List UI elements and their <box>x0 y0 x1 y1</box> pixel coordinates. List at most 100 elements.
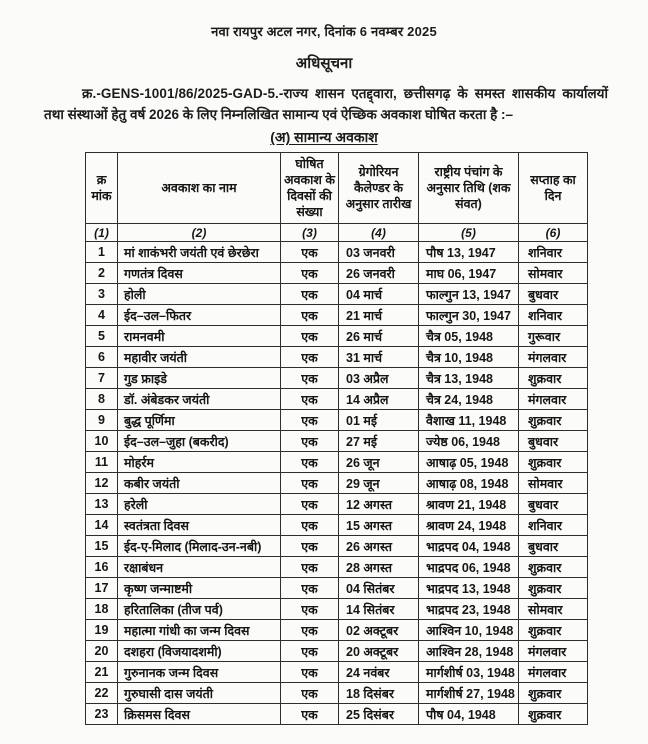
table-cell: 25 दिसंबर <box>338 703 419 725</box>
table-cell: 04 सितंबर <box>338 577 419 599</box>
table-cell: शनिवार <box>518 304 588 326</box>
table-cell: ईद-ए-मिलाद (मिलाद-उन-नबी) <box>117 535 281 557</box>
table-cell: 11 <box>85 451 118 473</box>
table-cell: क्रिसमस दिवस <box>117 703 281 725</box>
table-cell: भाद्रपद 04, 1948 <box>418 535 519 557</box>
table-cell: 31 मार्च <box>338 346 419 368</box>
table-row: 20 दशहरा (विजयादशमी) एक 20 अक्टूबर आश्विन 28… <box>85 640 588 662</box>
table-cell: सोमवार <box>518 262 588 284</box>
table-row: 9 बुद्ध पूर्णिमा एक 01 मई वैशाख 11, 1948 शुक्… <box>85 409 588 431</box>
table-row: 14 स्वतंत्रता दिवस एक 15 अगस्त श्रावण 24, 19… <box>85 514 588 536</box>
column-number: (3) <box>280 223 339 242</box>
table-cell: 6 <box>85 346 118 368</box>
table-cell: ज्येष्ठ 06, 1948 <box>418 430 519 452</box>
table-cell: एक <box>280 556 339 578</box>
table-cell: एक <box>280 409 339 431</box>
table-cell: महावीर जयंती <box>117 346 281 368</box>
table-cell: एक <box>280 388 339 410</box>
table-cell: मंगलवार <box>518 346 588 368</box>
dateline: नवा रायपुर अटल नगर, दिनांक 6 नवम्बर 2025 <box>211 24 437 39</box>
table-cell: 9 <box>85 409 118 431</box>
table-row: 17 कृष्ण जन्माष्टमी एक 04 सितंबर भाद्रपद 13,… <box>85 577 588 599</box>
table-cell: शुक्रवार <box>518 367 588 389</box>
table-cell: कबीर जयंती <box>117 472 281 494</box>
table-cell: श्रावण 24, 1948 <box>418 514 519 536</box>
table-row: 10 ईद–उल–जुहा (बकरीद) एक 27 मई ज्येष्ठ 06, 1… <box>85 430 588 452</box>
table-cell: मार्गशीर्ष 03, 1948 <box>418 661 519 683</box>
table-cell: 18 दिसंबर <box>338 682 419 704</box>
table-cell: एक <box>280 493 339 515</box>
table-cell: 18 <box>85 598 118 620</box>
table-cell: एक <box>280 535 339 557</box>
table-cell: 22 <box>85 682 118 704</box>
table-cell: 4 <box>85 304 118 326</box>
table-cell: 28 अगस्त <box>338 556 419 578</box>
table-cell: सोमवार <box>518 598 588 620</box>
table-cell: एक <box>280 451 339 473</box>
table-cell: बुधवार <box>518 535 588 557</box>
column-number: (5) <box>418 223 519 242</box>
table-cell: हरेली <box>117 493 281 515</box>
table-cell: गुरुघासी दास जयंती <box>117 682 281 704</box>
table-cell: 01 मई <box>338 409 419 431</box>
table-row: 13 हरेली एक 12 अगस्त श्रावण 21, 1948 बुधवार <box>85 493 588 515</box>
general-holidays-table: क्रमांक अवकाश का नाम घोषित अवकाश के दिवसों… <box>85 152 588 725</box>
table-cell: एक <box>280 283 339 305</box>
table-cell: 26 जून <box>338 451 419 473</box>
table-cell: श्रावण 21, 1948 <box>418 493 519 515</box>
table-cell: डॉ. अंबेडकर जयंती <box>117 388 281 410</box>
table-cell: 26 अगस्त <box>338 535 419 557</box>
table-cell: शुक्रवार <box>518 619 588 641</box>
table-cell: 24 नवंबर <box>338 661 419 683</box>
table-cell: एक <box>280 325 339 347</box>
table-cell: माघ 06, 1947 <box>418 262 519 284</box>
table-cell: भाद्रपद 06, 1948 <box>418 556 519 578</box>
table-row: 21 गुरुनानक जन्म दिवस एक 24 नवंबर मार्गशीर्ष… <box>85 661 588 683</box>
table-cell: मां शाकंभरी जयंती एवं छेरछेरा <box>117 241 281 263</box>
table-cell: एक <box>280 703 339 725</box>
table-cell: 20 <box>85 640 118 662</box>
table-cell: भाद्रपद 23, 1948 <box>418 598 519 620</box>
column-header: घोषित अवकाश के दिवसों की संख्या <box>280 152 339 224</box>
table-row: 19 महात्मा गांधी का जन्म दिवस एक 02 अक्टूबर… <box>85 619 588 641</box>
table-cell: एक <box>280 682 339 704</box>
notification-body: क्र.-GENS-1001/86/2025-GAD-5.-राज्य शासन… <box>44 84 608 126</box>
table-cell: एक <box>280 262 339 284</box>
table-row: 16 रक्षाबंधन एक 28 अगस्त भाद्रपद 06, 1948 शुक… <box>85 556 588 578</box>
table-cell: 19 <box>85 619 118 641</box>
table-cell: एक <box>280 304 339 326</box>
column-number-row: (1) (2) (3) (4) (5) (6) <box>85 223 588 242</box>
table-cell: 2 <box>85 262 118 284</box>
table-cell: स्वतंत्रता दिवस <box>117 514 281 536</box>
table-cell: 16 <box>85 556 118 578</box>
table-header-row: क्रमांक अवकाश का नाम घोषित अवकाश के दिवसों… <box>85 152 588 224</box>
column-header: ग्रेगोरियन कैलेण्डर के अनुसार तारीख <box>338 152 419 224</box>
table-cell: भाद्रपद 13, 1948 <box>418 577 519 599</box>
table-cell: आषाढ़ 05, 1948 <box>418 451 519 473</box>
table-cell: 10 <box>85 430 118 452</box>
table-cell: पौष 04, 1948 <box>418 703 519 725</box>
table-row: 1 मां शाकंभरी जयंती एवं छेरछेरा एक 03 जनवरी… <box>85 241 588 263</box>
table-cell: शुक्रवार <box>518 577 588 599</box>
table-cell: एक <box>280 640 339 662</box>
table-cell: हरितालिका (तीज पर्व) <box>117 598 281 620</box>
column-header: अवकाश का नाम <box>117 152 281 224</box>
table-cell: एक <box>280 598 339 620</box>
table-cell: सोमवार <box>518 472 588 494</box>
table-cell: बुधवार <box>518 283 588 305</box>
table-cell: 02 अक्टूबर <box>338 619 419 641</box>
table-row: 4 ईद–उल–फितर एक 21 मार्च फाल्गुन 30, 1947 शनि… <box>85 304 588 326</box>
table-cell: 20 अक्टूबर <box>338 640 419 662</box>
table-cell: 12 <box>85 472 118 494</box>
table-row: 5 रामनवमी एक 26 मार्च चैत्र 05, 1948 गुरूवार <box>85 325 588 347</box>
table-cell: शुक्रवार <box>518 556 588 578</box>
table-cell: मार्गशीर्ष 27, 1948 <box>418 682 519 704</box>
table-cell: आश्विन 10, 1948 <box>418 619 519 641</box>
table-cell: महात्मा गांधी का जन्म दिवस <box>117 619 281 641</box>
table-cell: पौष 13, 1947 <box>418 241 519 263</box>
table-row: 15 ईद-ए-मिलाद (मिलाद-उन-नबी) एक 26 अगस्त भाद… <box>85 535 588 557</box>
notification-title: अधिसूचना <box>295 55 353 72</box>
table-cell: शनिवार <box>518 241 588 263</box>
table-cell: गुड फ्राइडे <box>117 367 281 389</box>
